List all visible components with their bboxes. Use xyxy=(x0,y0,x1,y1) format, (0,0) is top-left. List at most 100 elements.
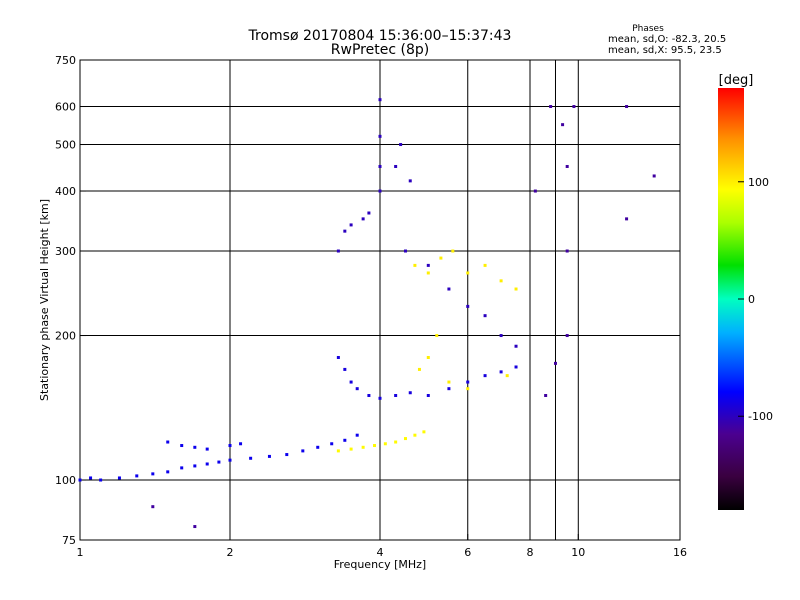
data-point xyxy=(343,367,347,371)
chart-subtitle: RwPretec (8p) xyxy=(331,42,429,58)
data-point xyxy=(572,105,576,109)
data-point xyxy=(378,98,382,102)
stats-x-line: mean, sd,X: 95.5, 23.5 xyxy=(608,45,722,56)
data-point xyxy=(466,380,470,384)
y-tick-label: 400 xyxy=(55,185,76,198)
data-point xyxy=(483,314,487,318)
data-point xyxy=(417,367,421,371)
data-point xyxy=(193,525,197,529)
data-point xyxy=(228,444,232,448)
x-tick-label: 1 xyxy=(77,546,84,559)
data-point xyxy=(466,387,470,391)
data-point xyxy=(151,505,155,509)
colorbar-label: [deg] xyxy=(719,73,754,88)
stats-heading: Phases xyxy=(632,24,664,34)
data-point xyxy=(413,433,417,437)
data-point xyxy=(349,223,353,227)
data-point xyxy=(135,474,139,478)
data-point xyxy=(553,361,557,365)
x-tick-label: 2 xyxy=(227,546,234,559)
data-point xyxy=(301,449,305,453)
data-point xyxy=(565,164,569,168)
data-point xyxy=(408,179,412,183)
x-tick-label: 16 xyxy=(673,546,687,559)
data-point xyxy=(166,440,170,444)
data-point xyxy=(483,374,487,378)
data-point xyxy=(205,447,209,451)
data-point xyxy=(625,217,629,221)
data-point xyxy=(316,445,320,449)
data-point xyxy=(349,447,353,451)
data-point xyxy=(399,143,403,147)
data-point xyxy=(378,396,382,400)
data-point xyxy=(413,263,417,267)
colorbar-tick-label: -100 xyxy=(748,410,773,423)
data-point xyxy=(193,445,197,449)
data-point xyxy=(403,249,407,253)
data-point xyxy=(89,476,93,480)
data-point xyxy=(193,464,197,468)
data-point xyxy=(451,249,455,253)
data-point xyxy=(625,105,629,109)
y-tick-label: 500 xyxy=(55,139,76,152)
x-tick-label: 4 xyxy=(377,546,384,559)
data-point xyxy=(239,442,243,446)
data-point xyxy=(403,437,407,441)
data-point xyxy=(439,256,443,260)
y-tick-label: 750 xyxy=(55,54,76,67)
data-points xyxy=(78,98,656,529)
data-point xyxy=(514,365,518,369)
data-point xyxy=(565,334,569,338)
data-point xyxy=(378,189,382,193)
data-point xyxy=(426,394,430,398)
data-point xyxy=(394,394,398,398)
data-point xyxy=(78,478,82,482)
colorbar-tick-label: 0 xyxy=(748,293,755,306)
colorbar-tick-label: 100 xyxy=(748,176,769,189)
data-point xyxy=(499,279,503,283)
data-point xyxy=(217,460,221,464)
data-point xyxy=(483,263,487,267)
data-point xyxy=(549,105,553,109)
data-point xyxy=(349,380,353,384)
y-tick-label: 600 xyxy=(55,101,76,114)
x-axis-label: Frequency [MHz] xyxy=(334,558,426,571)
data-point xyxy=(435,334,439,338)
data-point xyxy=(561,123,565,127)
data-point xyxy=(447,387,451,391)
data-point xyxy=(336,449,340,453)
chart-title: Tromsø 20170804 15:36:00–15:37:43 xyxy=(248,28,512,44)
data-point xyxy=(378,164,382,168)
data-point xyxy=(499,334,503,338)
x-tick-label: 6 xyxy=(464,546,471,559)
data-point xyxy=(367,394,371,398)
colorbar-ticks: 100 0 -100 xyxy=(738,176,773,423)
data-point xyxy=(466,304,470,308)
data-point xyxy=(378,134,382,138)
data-point xyxy=(330,442,334,446)
data-point xyxy=(249,456,253,460)
data-point xyxy=(373,444,377,448)
data-point xyxy=(408,391,412,395)
data-point xyxy=(394,164,398,168)
data-point xyxy=(355,387,359,391)
data-point xyxy=(336,355,340,359)
data-point xyxy=(343,438,347,442)
x-axis-ticks: 1 2 4 6 8 10 16 xyxy=(77,534,687,559)
y-tick-label: 75 xyxy=(62,534,76,547)
x-tick-label: 8 xyxy=(527,546,534,559)
data-point xyxy=(383,442,387,446)
data-point xyxy=(355,433,359,437)
data-point xyxy=(99,478,103,482)
stats-o-line: mean, sd,O: -82.3, 20.5 xyxy=(608,34,726,45)
data-point xyxy=(426,271,430,275)
data-point xyxy=(285,453,289,457)
x-tick-label: 10 xyxy=(571,546,585,559)
data-point xyxy=(228,458,232,462)
data-point xyxy=(447,380,451,384)
y-tick-label: 100 xyxy=(55,474,76,487)
data-point xyxy=(151,472,155,476)
y-axis-ticks: 75 100 200 300 400 500 600 750 xyxy=(55,54,86,547)
data-point xyxy=(466,271,470,275)
